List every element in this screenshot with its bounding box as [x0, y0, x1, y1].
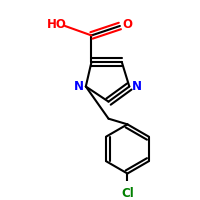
Text: HO: HO — [47, 18, 66, 31]
Text: N: N — [74, 80, 84, 93]
Text: Cl: Cl — [121, 187, 134, 200]
Text: N: N — [132, 80, 142, 93]
Text: O: O — [122, 18, 132, 31]
